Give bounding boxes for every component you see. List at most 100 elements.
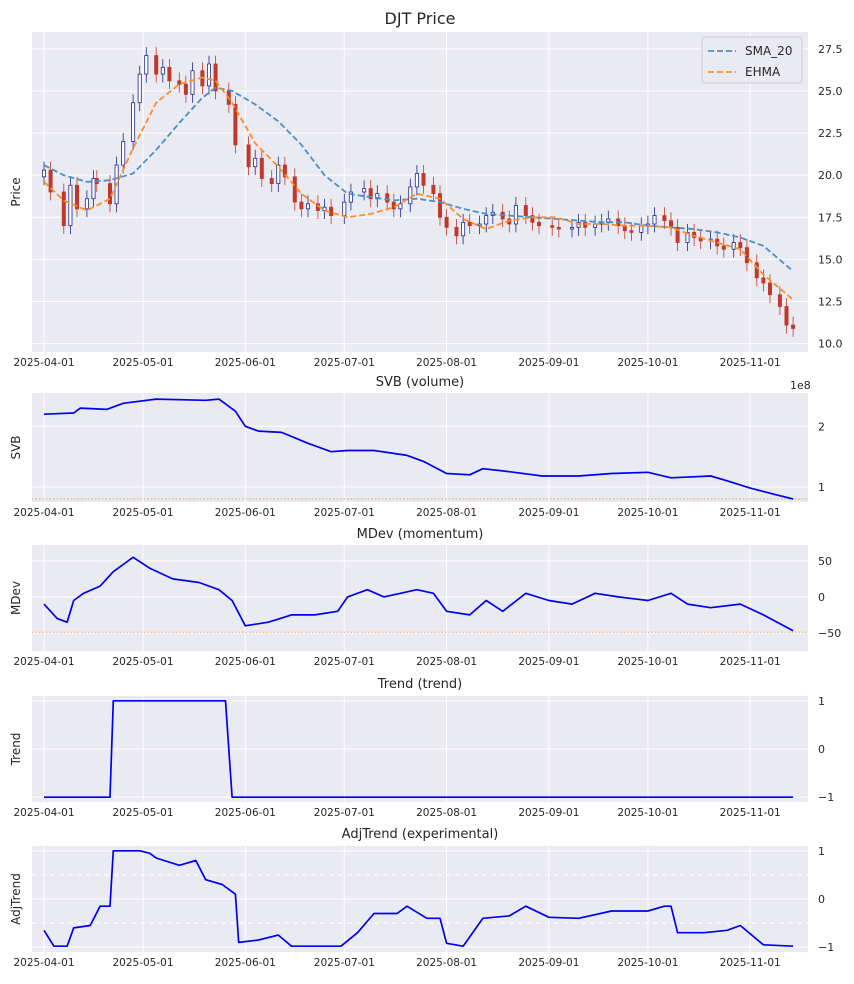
y-tick-label: 27.5: [818, 43, 843, 56]
candle-body: [454, 226, 459, 237]
candle-body: [183, 83, 188, 95]
candle-body: [177, 80, 182, 85]
candle-body: [167, 66, 172, 82]
candle-body: [131, 102, 136, 142]
y-axis-label: Trend: [9, 733, 23, 767]
x-tick-label: 2025-06-01: [215, 807, 276, 819]
candle-body: [675, 226, 680, 243]
y-tick-label: 2: [818, 420, 825, 433]
x-tick-label: 2025-09-01: [518, 507, 579, 519]
candle-body: [408, 186, 413, 205]
x-tick-label: 2025-11-01: [720, 507, 781, 519]
legend-label: EHMA: [745, 65, 781, 79]
candle-body: [269, 178, 274, 184]
y-tick-label: 10.0: [818, 338, 843, 351]
x-tick-label: 2025-10-01: [617, 656, 678, 668]
candle-body: [282, 164, 287, 178]
candle-body: [530, 215, 535, 223]
panel-4: 2025-04-01 2025-05-01 2025-06-01 2025-07-01…: [9, 677, 834, 819]
candle-body: [467, 221, 472, 227]
candle-body: [68, 184, 73, 227]
candle-body: [639, 225, 644, 233]
offset-label: 1e8: [790, 379, 811, 392]
y-tick-label: 20.0: [818, 169, 843, 182]
candle-body: [292, 176, 297, 203]
candle-body: [276, 164, 281, 184]
panel-5: 2025-04-01 2025-05-01 2025-06-01 2025-07-01…: [9, 827, 834, 969]
candle-body: [669, 220, 674, 228]
candle-body: [137, 73, 142, 104]
plot-area: [32, 32, 808, 352]
candle-body: [721, 245, 726, 250]
candle-body: [431, 184, 436, 195]
candle-body: [761, 277, 766, 284]
candle-body: [233, 104, 238, 146]
x-tick-label: 2025-11-01: [720, 807, 781, 819]
candle-body: [461, 221, 466, 237]
x-tick-label: 2025-08-01: [416, 957, 477, 969]
series-line: [43, 556, 794, 632]
candle-body: [791, 324, 796, 329]
x-tick-label: 2025-05-01: [112, 357, 173, 369]
x-tick-label: 2025-04-01: [13, 807, 74, 819]
candle-body: [75, 184, 80, 210]
x-tick-label: 2025-09-01: [518, 357, 579, 369]
candle-body: [190, 70, 195, 95]
x-tick-label: 2025-08-01: [416, 357, 477, 369]
y-tick-label: 15.0: [818, 253, 843, 266]
y-tick-label: 1: [818, 845, 825, 858]
x-tick-label: 2025-11-01: [720, 957, 781, 969]
candle-body: [738, 242, 743, 248]
candle-body: [160, 66, 165, 75]
candle-body: [537, 221, 542, 227]
x-tick-label: 2025-05-01: [112, 656, 173, 668]
y-axis-label: AdjTrend: [9, 873, 23, 925]
y-tick-label: 1: [818, 481, 825, 494]
x-tick-label: 2025-08-01: [416, 656, 477, 668]
candle-body: [61, 191, 66, 227]
candle-body: [421, 173, 426, 186]
panel-title: AdjTrend (experimental): [342, 827, 499, 842]
x-tick-label: 2025-11-01: [720, 656, 781, 668]
legend-label: SMA_20: [745, 44, 792, 58]
y-tick-label: 0: [818, 591, 825, 604]
candle-body: [437, 193, 442, 218]
candle-body: [259, 157, 264, 179]
x-tick-label: 2025-07-01: [314, 357, 375, 369]
candle-body: [391, 201, 396, 210]
candle-body: [253, 157, 258, 168]
candle-body: [754, 262, 759, 279]
candle-body: [246, 144, 251, 168]
candle-body: [477, 223, 482, 227]
x-tick-label: 2025-10-01: [617, 357, 678, 369]
x-tick-label: 2025-07-01: [314, 807, 375, 819]
x-tick-label: 2025-04-01: [13, 507, 74, 519]
candle-body: [731, 242, 736, 250]
y-tick-label: 12.5: [818, 295, 843, 308]
y-axis-label: MDev: [9, 581, 23, 615]
x-tick-label: 2025-05-01: [112, 957, 173, 969]
y-tick-label: −1: [818, 791, 834, 804]
candle-body: [784, 306, 789, 326]
candle-body: [362, 188, 367, 193]
candle-body: [652, 215, 657, 225]
candle-body: [629, 230, 634, 233]
x-tick-label: 2025-04-01: [13, 357, 74, 369]
ehma-line: [43, 76, 794, 301]
y-axis-label: SVB: [9, 435, 23, 459]
x-tick-label: 2025-05-01: [112, 507, 173, 519]
x-tick-label: 2025-11-01: [720, 357, 781, 369]
series-line: [43, 849, 794, 948]
candle-body: [414, 173, 419, 188]
panel-title: Trend (trend): [377, 677, 463, 692]
candle-body: [550, 225, 555, 228]
plot-area: [32, 393, 808, 502]
x-tick-label: 2025-04-01: [13, 957, 74, 969]
y-tick-label: −1: [818, 941, 834, 954]
candle-body: [570, 226, 575, 230]
candle-body: [121, 141, 126, 166]
candle-body: [398, 203, 403, 210]
x-tick-label: 2025-09-01: [518, 807, 579, 819]
candle-body: [348, 191, 353, 203]
